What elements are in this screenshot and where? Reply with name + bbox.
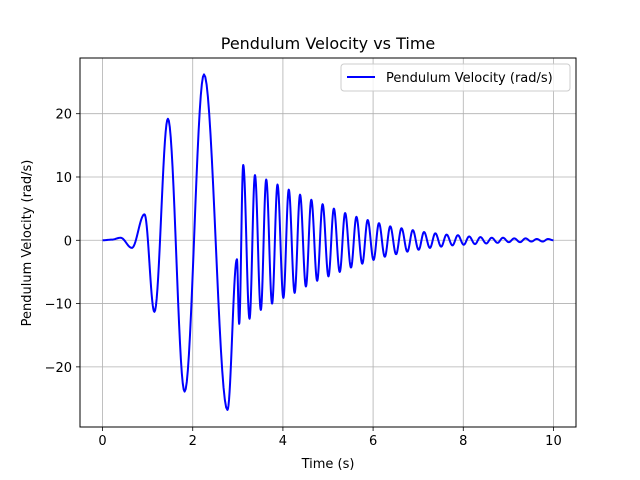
y-tick-label: −10 (45, 298, 72, 313)
x-axis-ticks: 0 2 4 6 8 10 (98, 427, 562, 449)
y-tick-label: 20 (55, 108, 72, 123)
plot-area (102, 73, 555, 411)
legend: Pendulum Velocity (rad/s) (340, 63, 571, 92)
series-line (102, 73, 555, 411)
y-tick-label: 0 (64, 234, 72, 249)
legend-box (340, 63, 571, 92)
chart-title: Pendulum Velocity vs Time (221, 34, 436, 53)
y-tick-label: −20 (45, 361, 72, 376)
x-tick-label: 6 (369, 434, 377, 449)
x-tick-label: 8 (459, 434, 467, 449)
axes-frame (79, 57, 577, 428)
x-axis-label: Time (s) (301, 457, 355, 472)
y-tick-label: 10 (55, 171, 72, 186)
x-tick-label: 4 (279, 434, 287, 449)
x-tick-label: 0 (98, 434, 106, 449)
x-tick-label: 10 (545, 434, 562, 449)
y-axis-label: Pendulum Velocity (rad/s) (20, 160, 35, 327)
grid (80, 58, 576, 427)
x-tick-label: 2 (189, 434, 197, 449)
legend-label: Pendulum Velocity (rad/s) (386, 71, 553, 86)
y-axis-ticks: −20 −10 0 10 20 (45, 108, 80, 376)
